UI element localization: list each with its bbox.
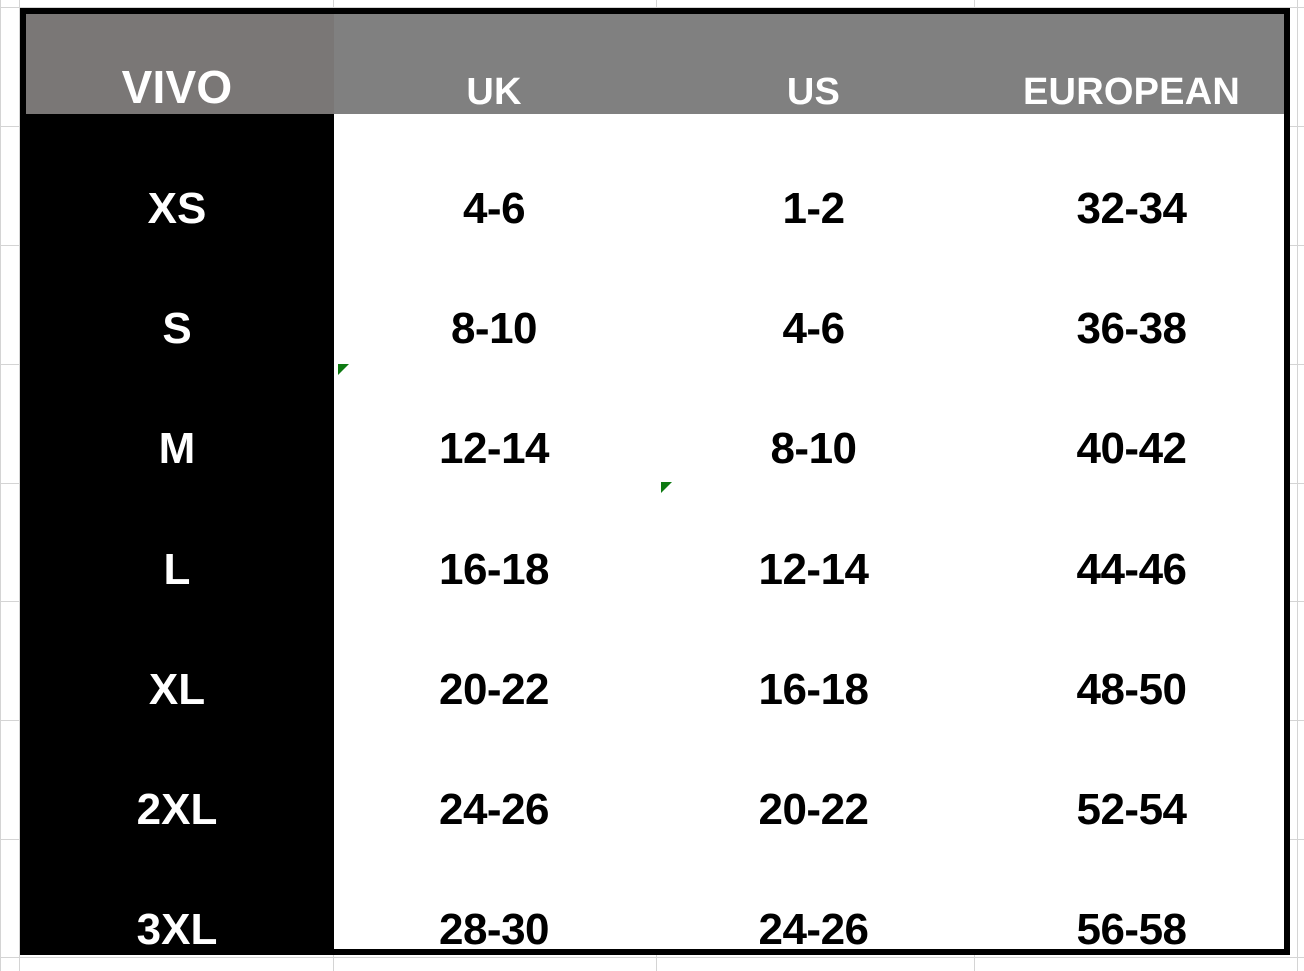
us-size-cell: 24-26 [654, 834, 973, 955]
table-row: XS 4-6 1-2 32-34 [20, 114, 1290, 235]
uk-size-cell: 12-14 [334, 354, 654, 475]
eu-size-cell: 32-34 [973, 114, 1290, 235]
us-size-cell: 12-14 [654, 474, 973, 595]
gridline-vertical [19, 0, 20, 971]
cell-comment-marker-icon [661, 482, 672, 493]
eu-size-cell: 56-58 [973, 834, 1290, 955]
us-size-cell: 20-22 [654, 714, 973, 835]
eu-size-cell: 36-38 [973, 234, 1290, 355]
column-header-uk: UK [334, 8, 654, 114]
size-label-cell: XL [20, 594, 334, 715]
us-size-cell: 16-18 [654, 594, 973, 715]
eu-size-cell: 52-54 [973, 714, 1290, 835]
gridline-vertical [0, 0, 1, 971]
uk-size-cell: 28-30 [334, 834, 654, 955]
table-row: 3XL 28-30 24-26 56-58 [20, 834, 1290, 955]
column-header-us: US [654, 8, 973, 114]
size-label-cell: L [20, 474, 334, 595]
gridline-horizontal [0, 7, 1304, 8]
uk-size-cell: 24-26 [334, 714, 654, 835]
table-row: S 8-10 4-6 36-38 [20, 234, 1290, 355]
uk-size-cell: 4-6 [334, 114, 654, 235]
eu-size-cell: 48-50 [973, 594, 1290, 715]
gridline-vertical [1297, 0, 1298, 971]
us-size-cell: 4-6 [654, 234, 973, 355]
size-label-cell: M [20, 354, 334, 475]
table-row: 2XL 24-26 20-22 52-54 [20, 714, 1290, 835]
gridline-horizontal [0, 957, 1304, 958]
us-size-cell: 8-10 [654, 354, 973, 475]
size-label-cell: S [20, 234, 334, 355]
uk-size-cell: 20-22 [334, 594, 654, 715]
uk-size-cell: 8-10 [334, 234, 654, 355]
table-row: XL 20-22 16-18 48-50 [20, 594, 1290, 715]
table-row: M 12-14 8-10 40-42 [20, 354, 1290, 475]
us-size-cell: 1-2 [654, 114, 973, 235]
eu-size-cell: 44-46 [973, 474, 1290, 595]
cell-comment-marker-icon [338, 364, 349, 375]
size-chart-table: VIVO UK US EUROPEAN XS 4-6 1-2 32-34 S 8… [20, 8, 1290, 955]
table-row: L 16-18 12-14 44-46 [20, 474, 1290, 595]
size-label-cell: XS [20, 114, 334, 235]
eu-size-cell: 40-42 [973, 354, 1290, 475]
table-header-row: VIVO UK US EUROPEAN [20, 8, 1290, 114]
column-header-european: EUROPEAN [973, 8, 1290, 114]
uk-size-cell: 16-18 [334, 474, 654, 595]
size-label-cell: 3XL [20, 834, 334, 955]
size-label-cell: 2XL [20, 714, 334, 835]
column-header-vivo: VIVO [20, 8, 334, 114]
